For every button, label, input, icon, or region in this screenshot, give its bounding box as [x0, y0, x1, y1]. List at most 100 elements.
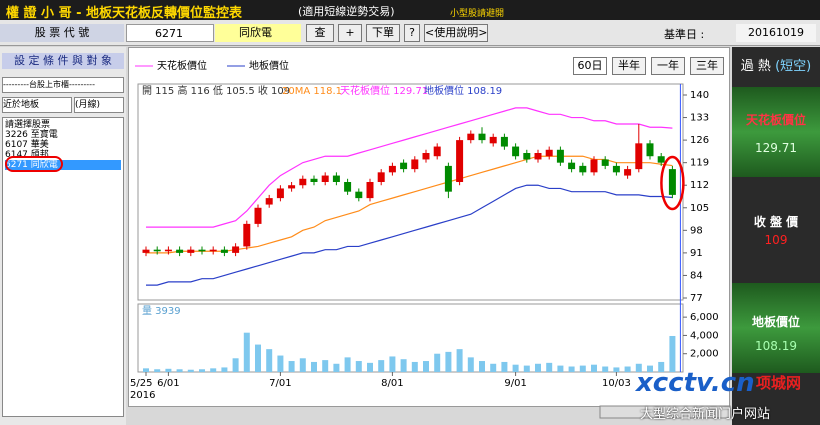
candle-body: [232, 246, 240, 253]
toolbar-button[interactable]: ?: [404, 24, 420, 42]
candle-body: [500, 136, 508, 147]
candle-body: [433, 146, 441, 157]
candle-body: [545, 149, 553, 157]
volume-bar: [176, 369, 183, 372]
candle-body: [556, 149, 564, 163]
list-item[interactable]: 請選擇股票: [5, 120, 51, 130]
volume-bar: [501, 361, 508, 372]
watermark-slogan: 大型综合新闻门户网站: [640, 407, 771, 422]
list-item[interactable]: 6107 華美: [5, 140, 49, 150]
price-line: [146, 107, 673, 228]
candle-body: [153, 249, 161, 252]
candle-body: [164, 249, 172, 252]
volume-bar: [277, 355, 284, 372]
legend-label: 地板價位: [249, 59, 289, 72]
price-line: [146, 184, 673, 286]
volume-label: 量 3939: [142, 305, 181, 317]
volume-bar: [411, 361, 418, 372]
list-item[interactable]: 3226 至寶電: [5, 130, 58, 140]
floor-label: 地板價位: [751, 315, 800, 329]
candle-body: [512, 146, 520, 157]
watermark-brand-cn: 项城网: [756, 374, 802, 392]
candle-body: [411, 159, 419, 170]
highlight-ring: [5, 156, 63, 172]
toolbar-button[interactable]: +: [338, 24, 362, 42]
list-item[interactable]: 6147 頎邦: [5, 150, 49, 160]
market-select[interactable]: ---------台股上市櫃---------: [2, 77, 124, 93]
volume-bar: [288, 361, 295, 372]
candle-body: [444, 165, 452, 192]
range-button[interactable]: 三年: [690, 57, 724, 75]
watermark-brand: xcctv.cn: [636, 368, 755, 398]
volume-bar: [669, 335, 676, 372]
candle-body: [176, 249, 184, 253]
volume-bar: [165, 368, 172, 372]
note: 小型股請避開: [450, 9, 505, 19]
range-button[interactable]: 60日: [573, 57, 607, 75]
close-value: 109: [764, 233, 788, 247]
stock-list: 請選擇股票 3226 至寶電 6107 華美 6147 頎邦 6271 同欣電: [2, 117, 124, 417]
volume-bar: [456, 349, 463, 372]
date: 20161019: [736, 24, 816, 42]
period-select[interactable]: (月線): [74, 97, 124, 113]
toolbar-button[interactable]: 下單: [366, 24, 400, 42]
candle-body: [635, 143, 643, 170]
volume-bar: [344, 357, 351, 372]
candle-body: [355, 191, 363, 199]
date-label: 基準日 :: [664, 28, 705, 41]
candle-body: [265, 198, 273, 205]
candle-body: [668, 169, 676, 195]
list-item[interactable]: 6271 同欣電: [5, 160, 121, 170]
volume-bar: [568, 366, 575, 372]
info-text: 天花板價位 129.71: [340, 84, 428, 97]
volume-bar: [255, 344, 261, 372]
volume-bar: [355, 361, 362, 372]
candle-body: [422, 153, 430, 160]
state: 過 熱 (短空): [732, 55, 820, 74]
y-tick-label: 91: [690, 248, 703, 259]
close-label: 收 盤 價: [753, 215, 799, 229]
volume-bar: [378, 360, 385, 372]
volume-bar: [479, 361, 485, 372]
volume-bar: [512, 364, 519, 372]
volume-bar: [187, 369, 194, 372]
volume-bar: [243, 332, 250, 372]
volume-bar: [445, 351, 452, 372]
candle-body: [276, 188, 284, 199]
volume-bar: [434, 353, 441, 372]
candle-body: [142, 249, 150, 253]
volume-bar: [423, 361, 429, 372]
volume-bar: [210, 368, 217, 372]
candle-body: [646, 143, 654, 157]
legend-label: 天花板價位: [157, 59, 207, 72]
candle-body: [579, 165, 587, 173]
scrollbar[interactable]: [599, 405, 731, 419]
candle-body: [657, 156, 665, 163]
volume-bar: [266, 349, 273, 372]
range-button[interactable]: 一年: [651, 57, 685, 75]
volume-bar: [490, 363, 497, 372]
x-tick-label: 7/01: [269, 378, 291, 389]
y-tick-label: 77: [690, 293, 703, 304]
volume-bar: [299, 358, 306, 372]
range-button[interactable]: 半年: [612, 57, 646, 75]
filter-select[interactable]: 近於地板: [2, 97, 72, 113]
toolbar-button[interactable]: <使用說明>: [424, 24, 488, 42]
candle-body: [456, 140, 464, 182]
volume-bar: [613, 367, 620, 372]
y-tick-label: 84: [690, 270, 703, 281]
y-tick-label: 98: [690, 225, 703, 236]
candle-body: [209, 249, 217, 252]
y-tick-label: 105: [690, 203, 709, 214]
candle-body: [467, 133, 475, 141]
volume-bar: [199, 369, 205, 372]
code-input[interactable]: 6271: [126, 24, 214, 42]
status-panel: 過 熱 (短空) 天花板價位 129.71 收 盤 價 109 地板價位 108…: [732, 47, 820, 425]
toolbar-button[interactable]: 查: [306, 24, 334, 42]
candle-body: [310, 178, 318, 182]
title-bar: 權 證 小 哥 - 地板天花板反轉價位監控表 (適用短線逆勢交易) 小型股請避開: [0, 0, 820, 21]
volume-bar: [535, 363, 541, 372]
volume-frame: [137, 303, 684, 373]
ceiling-box: [732, 87, 820, 177]
